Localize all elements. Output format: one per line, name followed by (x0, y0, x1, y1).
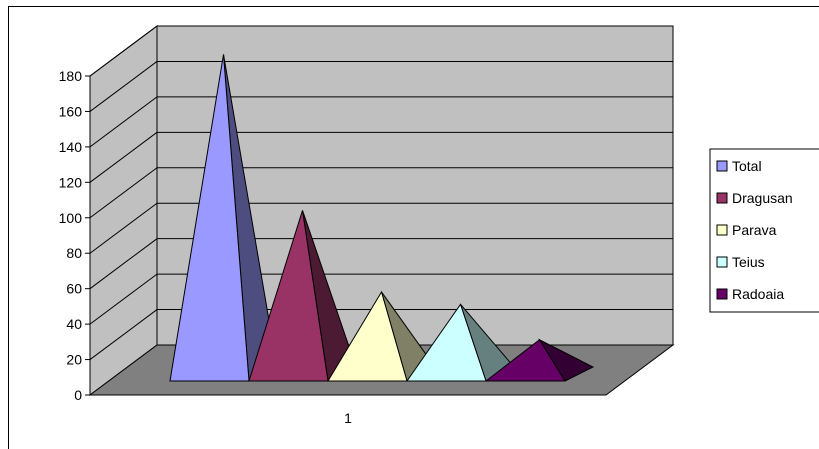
legend-swatch-dragusan (716, 192, 728, 204)
legend-label-parava: Parava (732, 222, 777, 238)
chart-frame (8, 6, 819, 449)
gridline-side (89, 25, 158, 77)
legend-swatch-parava (716, 224, 728, 236)
legend-label-dragusan: Dragusan (732, 190, 793, 206)
legend-label-total: Total (732, 158, 762, 174)
legend-label-radoaia: Radoaia (732, 286, 784, 302)
gridline-side (89, 61, 158, 112)
gridline-side (89, 238, 158, 290)
pyramid-dragusan (248, 210, 329, 382)
pyramid-total (169, 54, 250, 382)
x-tick-label: 1 (344, 410, 352, 426)
gridline-side (89, 273, 158, 325)
y-tick-label: 40 (66, 316, 82, 332)
pyramid-parava (327, 290, 408, 382)
y-tick-label: 80 (66, 245, 82, 261)
y-tick-label: 100 (59, 210, 83, 226)
legend-swatch-teius (716, 256, 728, 268)
pyramid-series (169, 54, 595, 382)
legend-items: Total Dragusan Parava Teius Radoaia (716, 158, 793, 302)
legend-swatch-radoaia (716, 288, 728, 300)
y-tick-label: 120 (59, 174, 83, 190)
gridline-side (89, 131, 158, 183)
y-tick-labels: 0 20 40 60 80 100 120 140 160 180 (59, 68, 90, 403)
y-tick-label: 160 (59, 103, 83, 119)
y-tick-label: 0 (74, 387, 82, 403)
y-tick-label: 60 (66, 281, 82, 297)
y-tick-label: 20 (66, 352, 82, 368)
y-tick-label: 140 (59, 139, 83, 155)
legend-swatch-total (716, 160, 728, 172)
gridline-side (89, 167, 158, 219)
y-axis (89, 76, 606, 396)
gridline-side (89, 309, 158, 360)
legend-label-teius: Teius (732, 254, 765, 270)
pyramid-radoaia (484, 339, 566, 382)
gridline-side (89, 202, 158, 254)
gridline-side (89, 96, 158, 148)
legend-box (709, 148, 819, 313)
legend: Total Dragusan Parava Teius Radoaia (709, 148, 819, 313)
y-tick-label: 180 (59, 68, 83, 84)
pyramid-teius (406, 303, 487, 382)
